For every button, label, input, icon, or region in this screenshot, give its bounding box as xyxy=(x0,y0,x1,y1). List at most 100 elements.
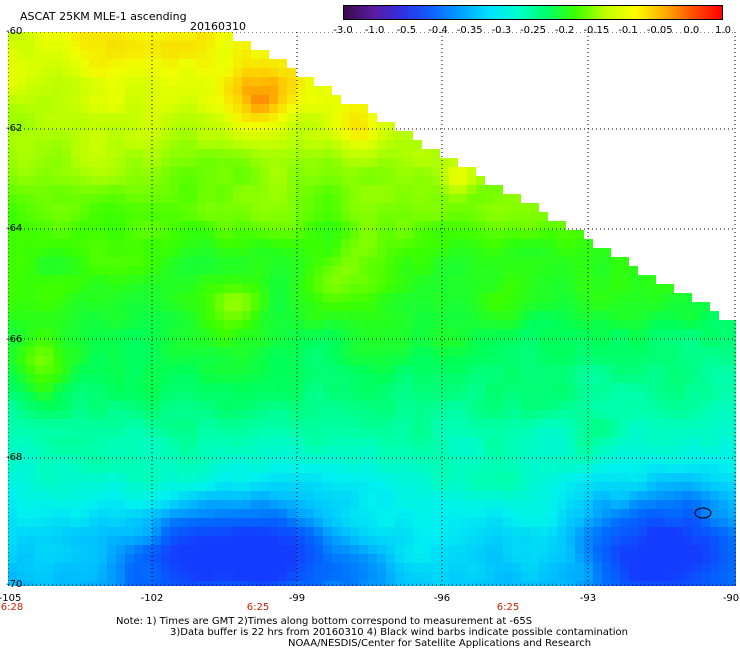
wind-cell xyxy=(530,554,539,563)
wind-cell xyxy=(476,464,485,473)
wind-cell xyxy=(548,437,557,446)
wind-cell xyxy=(395,419,404,428)
wind-cell xyxy=(71,203,80,212)
wind-cell xyxy=(134,221,143,230)
wind-cell xyxy=(557,248,566,257)
wind-cell xyxy=(701,347,710,356)
wind-cell xyxy=(89,581,98,586)
wind-cell xyxy=(269,347,278,356)
wind-cell xyxy=(62,356,71,365)
wind-cell xyxy=(26,473,35,482)
wind-cell xyxy=(152,563,161,572)
wind-cell xyxy=(593,482,602,491)
wind-cell xyxy=(431,554,440,563)
wind-cell xyxy=(206,266,215,275)
wind-cell xyxy=(530,401,539,410)
wind-cell xyxy=(377,554,386,563)
wind-cell xyxy=(269,176,278,185)
wind-cell xyxy=(26,536,35,545)
wind-cell xyxy=(692,491,701,500)
wind-cell xyxy=(467,311,476,320)
wind-cell xyxy=(161,392,170,401)
wind-cell xyxy=(125,320,134,329)
wind-cell xyxy=(233,446,242,455)
wind-cell xyxy=(647,374,656,383)
wind-cell xyxy=(233,419,242,428)
wind-cell xyxy=(602,428,611,437)
map-title: ASCAT 25KM MLE-1 ascending xyxy=(20,10,187,23)
colorbar-tick-label: -3.0 xyxy=(333,25,353,36)
wind-cell xyxy=(278,356,287,365)
wind-cell xyxy=(98,437,107,446)
wind-cell xyxy=(314,482,323,491)
wind-cell xyxy=(269,446,278,455)
wind-cell xyxy=(179,311,188,320)
wind-cell xyxy=(440,419,449,428)
wind-cell xyxy=(170,68,179,77)
wind-cell xyxy=(242,554,251,563)
wind-cell xyxy=(134,59,143,68)
wind-cell xyxy=(566,410,575,419)
wind-cell xyxy=(674,545,683,554)
wind-cell xyxy=(260,293,269,302)
wind-cell xyxy=(305,185,314,194)
wind-cell xyxy=(224,347,233,356)
wind-cell xyxy=(188,428,197,437)
wind-cell xyxy=(539,473,548,482)
wind-cell xyxy=(422,266,431,275)
wind-cell xyxy=(710,329,719,338)
wind-cell xyxy=(404,221,413,230)
wind-cell xyxy=(35,356,44,365)
wind-cell xyxy=(170,158,179,167)
wind-cell xyxy=(539,275,548,284)
wind-cell xyxy=(152,194,161,203)
wind-cell xyxy=(368,113,377,122)
wind-cell xyxy=(458,293,467,302)
wind-cell xyxy=(476,239,485,248)
wind-cell xyxy=(584,266,593,275)
wind-cell xyxy=(467,374,476,383)
wind-cell xyxy=(323,401,332,410)
wind-cell xyxy=(539,410,548,419)
wind-cell xyxy=(26,437,35,446)
wind-cell xyxy=(269,464,278,473)
wind-cell xyxy=(476,509,485,518)
wind-cell xyxy=(44,275,53,284)
wind-cell xyxy=(35,509,44,518)
wind-cell xyxy=(26,455,35,464)
wind-cell xyxy=(503,464,512,473)
wind-cell xyxy=(476,455,485,464)
wind-cell xyxy=(116,50,125,59)
wind-cell xyxy=(395,482,404,491)
wind-cell xyxy=(71,86,80,95)
wind-cell xyxy=(53,554,62,563)
wind-cell xyxy=(503,554,512,563)
wind-cell xyxy=(242,491,251,500)
wind-cell xyxy=(485,509,494,518)
wind-cell xyxy=(323,176,332,185)
wind-cell xyxy=(89,572,98,581)
wind-cell xyxy=(638,374,647,383)
wind-cell xyxy=(17,338,26,347)
wind-cell xyxy=(521,203,530,212)
wind-cell xyxy=(26,32,35,41)
wind-cell xyxy=(134,329,143,338)
wind-cell xyxy=(260,140,269,149)
wind-cell xyxy=(224,374,233,383)
wind-cell xyxy=(80,293,89,302)
wind-cell xyxy=(359,122,368,131)
wind-cell xyxy=(593,446,602,455)
wind-cell xyxy=(701,320,710,329)
wind-cell xyxy=(413,284,422,293)
wind-cell xyxy=(728,491,736,500)
wind-cell xyxy=(710,365,719,374)
wind-cell xyxy=(116,563,125,572)
wind-cell xyxy=(611,284,620,293)
wind-cell xyxy=(278,401,287,410)
wind-cell xyxy=(125,572,134,581)
wind-cell xyxy=(260,266,269,275)
wind-cell xyxy=(512,572,521,581)
wind-cell xyxy=(521,221,530,230)
wind-cell xyxy=(440,311,449,320)
wind-cell xyxy=(404,266,413,275)
